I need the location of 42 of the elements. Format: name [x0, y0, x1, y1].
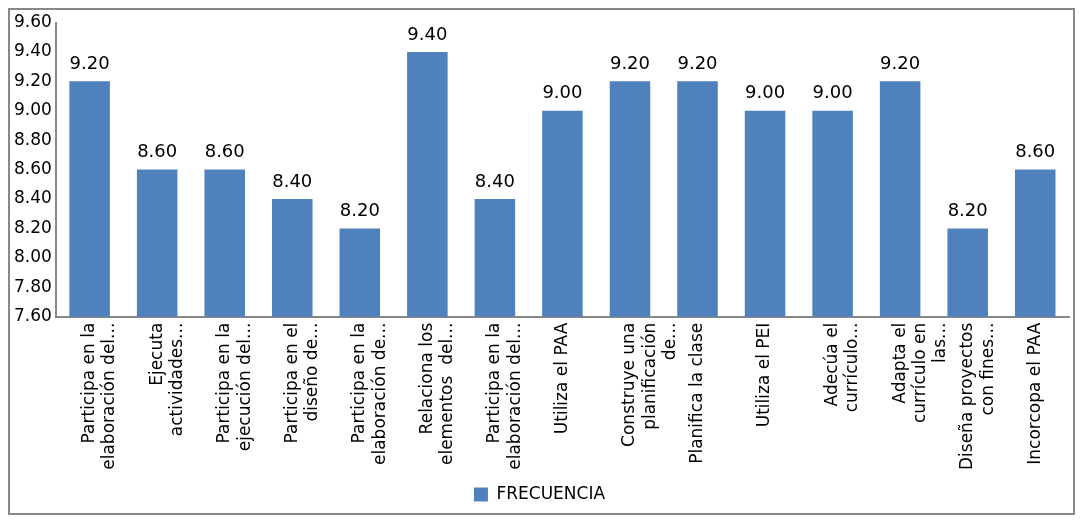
y-tick-label: 8.40 — [13, 187, 52, 208]
y-tick-label: 9.20 — [13, 69, 52, 90]
data-label: 8.60 — [137, 140, 178, 162]
y-tick-label: 9.00 — [13, 99, 52, 120]
y-tick-label: 7.80 — [13, 275, 52, 296]
x-tick-label: Ejecuta actividades... — [145, 322, 186, 437]
x-tick-label: Construye una planificación de... — [618, 322, 680, 447]
y-tick-label: 8.60 — [13, 158, 52, 179]
data-label: 8.40 — [272, 169, 313, 191]
x-tick-label: Incorcopa el PAA — [1023, 322, 1044, 465]
y-tick-label: 7.60 — [13, 305, 52, 326]
data-label: 9.20 — [69, 52, 110, 74]
x-tick-label: Participa en el diseño de... — [280, 322, 322, 444]
x-tick-label: Participa en la elaboración de... — [348, 322, 389, 465]
data-label: 8.20 — [339, 199, 380, 221]
y-tick-label: 8.00 — [13, 246, 52, 267]
data-label: 9.20 — [609, 52, 651, 74]
x-tick-label: Participa en la elaboración del... — [483, 322, 524, 470]
x-tick-label: Utiliza el PAA — [550, 322, 571, 435]
x-tick-label: Participa en la elaboración del... — [78, 322, 119, 470]
data-label: 9.00 — [542, 81, 583, 103]
x-tick-label: Relaciona los elementos del... — [415, 322, 457, 466]
y-tick-label: 8.20 — [13, 216, 52, 237]
data-label: 9.00 — [745, 81, 786, 103]
y-tick-label: 9.60 — [13, 10, 52, 31]
data-label: 8.20 — [947, 199, 988, 221]
data-label: 8.60 — [204, 140, 245, 162]
data-label: 8.60 — [1015, 140, 1056, 162]
x-tick-label: Adapta el currículo en las... — [888, 322, 950, 424]
y-tick-label: 9.40 — [13, 40, 52, 61]
data-label: 8.40 — [474, 169, 515, 191]
x-tick-label: Participa en la ejecución del... — [213, 322, 254, 452]
y-tick-label: 8.80 — [13, 128, 52, 149]
x-tick-label: Adecúa el currículo... — [821, 322, 862, 413]
legend-label: FRECUENCIA — [496, 482, 606, 503]
x-tick-label: Planifica la clase — [685, 322, 706, 464]
data-label: 9.20 — [677, 52, 718, 74]
data-label: 9.00 — [812, 81, 853, 103]
data-label: 9.20 — [880, 52, 921, 74]
x-tick-label: Utiliza el PEI — [753, 322, 774, 428]
x-tick-label: Diseña proyectos con fines... — [956, 322, 997, 471]
data-label: 9.40 — [407, 22, 448, 44]
